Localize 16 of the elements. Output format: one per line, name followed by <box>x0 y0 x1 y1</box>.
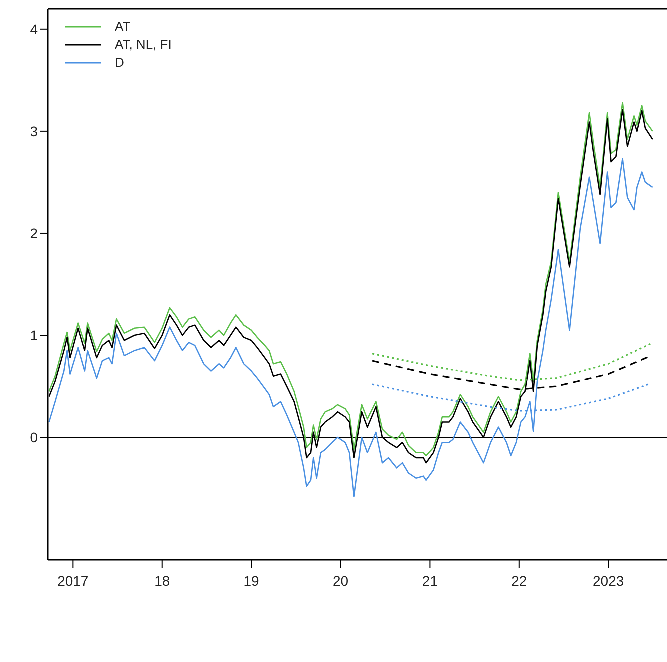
legend-label: D <box>115 54 124 72</box>
y-tick-label: 0 <box>30 430 38 446</box>
x-tick-label: 18 <box>154 572 170 589</box>
x-tick-label: 20 <box>332 572 349 589</box>
x-tick-label: 21 <box>422 572 438 589</box>
x-tick-label: 19 <box>244 572 260 589</box>
y-tick-label: 3 <box>30 123 38 140</box>
y-tick-label: 2 <box>30 225 38 242</box>
x-tick-label: 2023 <box>593 572 624 589</box>
legend-label: AT <box>115 18 131 36</box>
x-tick-label: 2017 <box>58 572 89 589</box>
x-tick-label: 22 <box>512 572 528 589</box>
y-tick-label: 4 <box>30 21 38 38</box>
y-tick-label: 1 <box>30 327 38 344</box>
line-series <box>48 158 654 498</box>
legend-label: AT, NL, FI <box>115 36 172 54</box>
